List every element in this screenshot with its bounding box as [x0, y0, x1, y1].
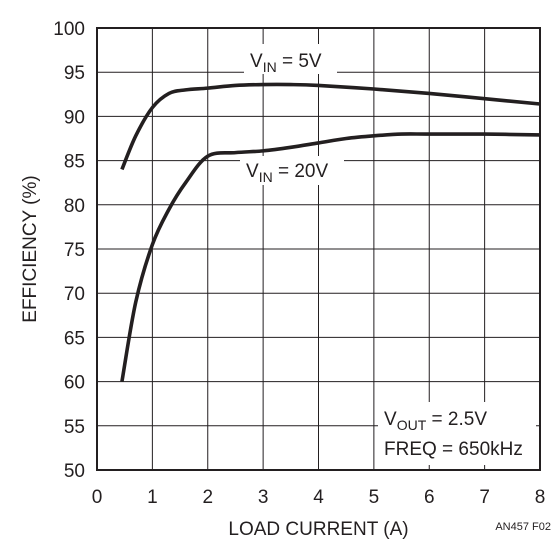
series-label-20v: VIN = 20V: [246, 161, 328, 185]
x-tick-label: 7: [479, 487, 490, 508]
x-tick-label: 6: [424, 487, 435, 508]
y-tick-label: 80: [64, 196, 85, 217]
y-tick-label: 75: [64, 240, 85, 261]
condition-freq: FREQ = 650kHz: [384, 439, 523, 460]
y-tick-label: 55: [64, 417, 85, 438]
series-label-5v-sub: IN: [263, 59, 277, 75]
x-tick-label: 4: [313, 487, 324, 508]
condition-vout: VOUT = 2.5V: [384, 409, 487, 433]
series-label-20v-background: [240, 156, 344, 185]
series-line-vin-20v: [120, 132, 541, 382]
x-tick-label: 8: [535, 487, 546, 508]
series-label-5v-background: [244, 44, 337, 74]
x-tick-label: 2: [202, 487, 213, 508]
figure-id: AN457 F02: [495, 521, 551, 533]
y-tick-label: 90: [64, 107, 85, 128]
conditions-background: [378, 402, 536, 465]
condition-vout-sub: OUT: [397, 417, 427, 433]
series-label-20v-rest: = 20V: [273, 161, 329, 182]
x-axis-title: LOAD CURRENT (A): [228, 519, 408, 540]
y-tick-label: 65: [64, 328, 85, 349]
series-label-5v-rest: = 5V: [277, 51, 322, 72]
series-label-5v: VIN = 5V: [250, 51, 322, 75]
x-tick-label: 0: [92, 487, 103, 508]
tick-labels: 0 1 2 3 4 5 6 7 8 50 55 60 65 70 75 80 85 90 95 100: [53, 19, 545, 508]
y-tick-label: 60: [64, 373, 85, 394]
series-layer: [120, 82, 541, 382]
y-tick-label: 85: [64, 152, 85, 173]
series-line-vin-5v: [120, 82, 541, 171]
y-axis-title: EFFICIENCY (%): [20, 175, 41, 322]
x-tick-label: 5: [369, 487, 380, 508]
y-tick-label: 100: [53, 19, 85, 40]
condition-vout-main: V: [384, 409, 397, 430]
y-tick-label: 95: [64, 63, 85, 84]
plot-frame: [96, 27, 541, 471]
y-tick-label: 50: [64, 461, 85, 482]
x-tick-label: 3: [258, 487, 269, 508]
series-label-20v-sub: IN: [259, 169, 273, 185]
series-label-5v-main: V: [250, 51, 263, 72]
y-tick-label: 70: [64, 284, 85, 305]
series-label-20v-main: V: [246, 161, 259, 182]
condition-vout-rest: = 2.5V: [426, 409, 487, 430]
x-tick-label: 1: [147, 487, 158, 508]
